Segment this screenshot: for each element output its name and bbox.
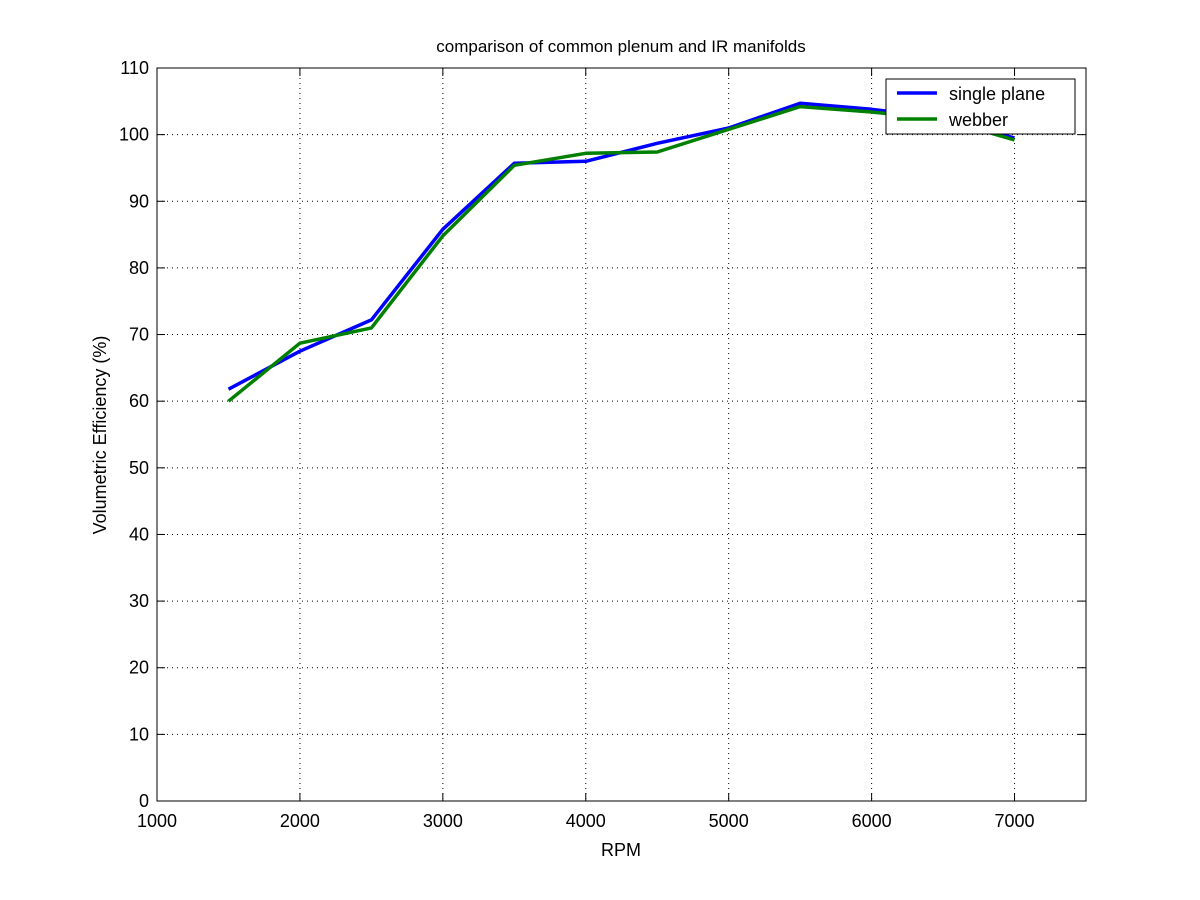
plot-background bbox=[157, 68, 1086, 801]
y-tick-label: 20 bbox=[129, 658, 149, 678]
x-axis-title: RPM bbox=[601, 840, 641, 860]
legend-label-single-plane: single plane bbox=[949, 84, 1045, 104]
x-tick-label: 6000 bbox=[852, 811, 892, 831]
x-tick-label: 3000 bbox=[423, 811, 463, 831]
y-axis-tick-labels: 0 10 20 30 40 50 60 70 80 90 100 110 bbox=[119, 58, 149, 811]
y-tick-label: 0 bbox=[139, 791, 149, 811]
y-tick-label: 100 bbox=[119, 125, 149, 145]
y-tick-label: 70 bbox=[129, 325, 149, 345]
y-tick-label: 10 bbox=[129, 724, 149, 744]
y-tick-label: 80 bbox=[129, 258, 149, 278]
y-axis-title: Volumetric Efficiency (%) bbox=[90, 336, 110, 535]
legend-label-webber: webber bbox=[948, 110, 1008, 130]
x-tick-label: 7000 bbox=[995, 811, 1035, 831]
y-tick-label: 110 bbox=[120, 58, 149, 78]
series-line-webber bbox=[227, 104, 1015, 403]
chart-title: comparison of common plenum and IR manif… bbox=[436, 37, 805, 56]
legend-box bbox=[885, 78, 1076, 135]
x-tick-label: 5000 bbox=[709, 811, 749, 831]
y-tick-label: 60 bbox=[129, 391, 149, 411]
grid-lines bbox=[157, 68, 1086, 801]
legend: single plane webber bbox=[885, 78, 1076, 135]
y-tick-label: 40 bbox=[129, 524, 149, 544]
x-axis-tick-labels: 1000 2000 3000 4000 5000 6000 7000 bbox=[137, 811, 1035, 831]
x-tick-label: 2000 bbox=[280, 811, 320, 831]
series-lines bbox=[227, 101, 1015, 403]
y-tick-label: 90 bbox=[129, 191, 149, 211]
x-tick-label: 4000 bbox=[566, 811, 606, 831]
y-tick-label: 50 bbox=[129, 458, 149, 478]
plot-area-frame bbox=[156, 67, 1087, 802]
x-tick-label: 1000 bbox=[137, 811, 177, 831]
y-tick-label: 30 bbox=[129, 591, 149, 611]
axis-ticks bbox=[156, 67, 1086, 802]
